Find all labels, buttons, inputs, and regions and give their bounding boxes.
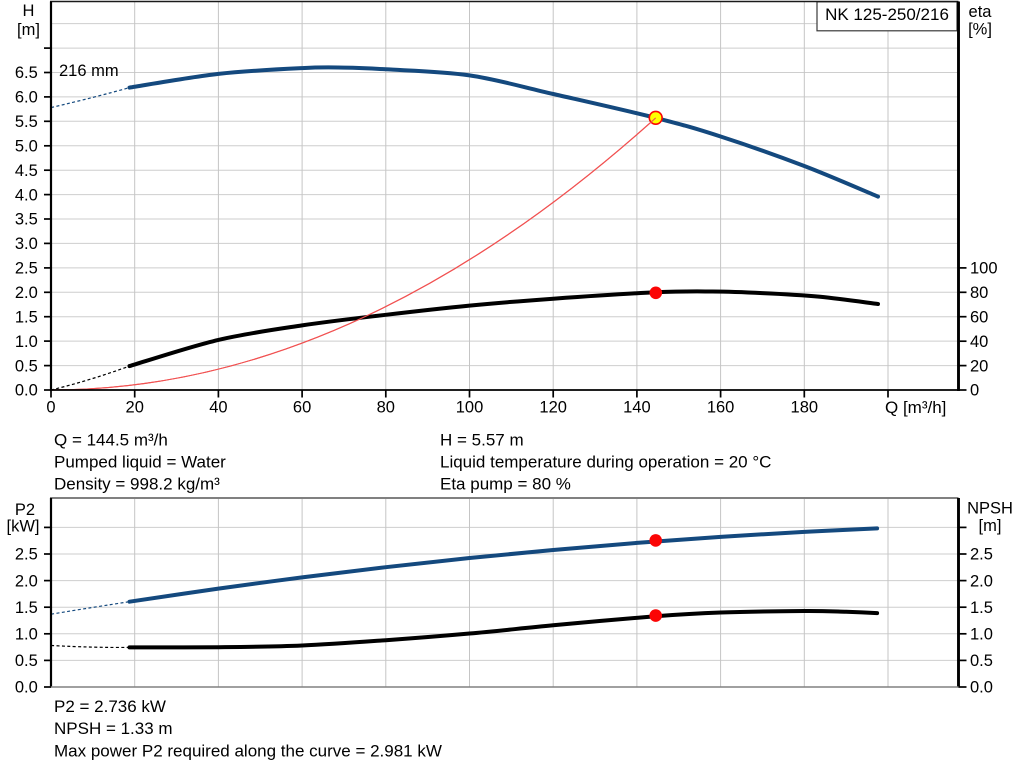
svg-text:2.0: 2.0 bbox=[970, 572, 993, 590]
svg-text:Liquid temperature during oper: Liquid temperature during operation = 20… bbox=[440, 453, 771, 472]
svg-text:6.5: 6.5 bbox=[15, 64, 38, 82]
svg-text:2.5: 2.5 bbox=[970, 546, 993, 564]
svg-text:80: 80 bbox=[970, 284, 988, 302]
svg-text:5.5: 5.5 bbox=[15, 113, 38, 131]
svg-text:120: 120 bbox=[539, 399, 567, 417]
svg-text:0.0: 0.0 bbox=[970, 679, 993, 697]
svg-text:[m]: [m] bbox=[17, 21, 40, 39]
svg-text:NPSH = 1.33 m: NPSH = 1.33 m bbox=[54, 719, 173, 738]
svg-text:60: 60 bbox=[970, 308, 988, 326]
svg-text:5.0: 5.0 bbox=[15, 137, 38, 155]
svg-text:0: 0 bbox=[970, 382, 979, 400]
svg-text:1.5: 1.5 bbox=[15, 599, 38, 617]
svg-text:1.0: 1.0 bbox=[970, 626, 993, 644]
svg-text:NK 125-250/216: NK 125-250/216 bbox=[825, 5, 949, 24]
svg-text:2.0: 2.0 bbox=[15, 572, 38, 590]
svg-text:1.0: 1.0 bbox=[15, 626, 38, 644]
svg-text:0: 0 bbox=[46, 399, 55, 417]
svg-text:Density = 998.2 kg/m³: Density = 998.2 kg/m³ bbox=[54, 475, 220, 494]
svg-text:[%]: [%] bbox=[968, 21, 992, 39]
svg-text:Pumped liquid = Water: Pumped liquid = Water bbox=[54, 453, 226, 472]
svg-text:4.5: 4.5 bbox=[15, 162, 38, 180]
svg-text:0.5: 0.5 bbox=[15, 652, 38, 670]
svg-text:[m]: [m] bbox=[979, 517, 1002, 535]
svg-text:2.5: 2.5 bbox=[15, 260, 38, 278]
svg-text:Eta pump = 80 %: Eta pump = 80 % bbox=[440, 475, 571, 494]
svg-text:60: 60 bbox=[293, 399, 311, 417]
svg-text:eta: eta bbox=[969, 3, 993, 21]
svg-text:6.0: 6.0 bbox=[15, 89, 38, 107]
svg-text:40: 40 bbox=[209, 399, 227, 417]
svg-text:160: 160 bbox=[707, 399, 735, 417]
svg-text:P2: P2 bbox=[15, 501, 35, 519]
svg-text:0.0: 0.0 bbox=[15, 382, 38, 400]
svg-text:2.5: 2.5 bbox=[15, 546, 38, 564]
svg-text:2.0: 2.0 bbox=[15, 284, 38, 302]
svg-text:H: H bbox=[23, 2, 35, 20]
svg-text:Q [m³/h]: Q [m³/h] bbox=[885, 398, 946, 417]
svg-text:[kW]: [kW] bbox=[7, 518, 40, 536]
svg-text:NPSH: NPSH bbox=[967, 500, 1013, 518]
svg-text:4.0: 4.0 bbox=[15, 186, 38, 204]
svg-text:0.5: 0.5 bbox=[970, 652, 993, 670]
svg-text:100: 100 bbox=[970, 260, 998, 278]
svg-text:40: 40 bbox=[970, 333, 988, 351]
svg-text:100: 100 bbox=[456, 399, 484, 417]
svg-text:140: 140 bbox=[623, 399, 651, 417]
svg-text:0.0: 0.0 bbox=[15, 679, 38, 697]
svg-text:180: 180 bbox=[791, 399, 819, 417]
svg-text:0.5: 0.5 bbox=[15, 357, 38, 375]
svg-text:Max power P2 required along th: Max power P2 required along the curve = … bbox=[54, 742, 442, 761]
svg-text:H = 5.57 m: H = 5.57 m bbox=[440, 431, 524, 450]
svg-text:3.5: 3.5 bbox=[15, 211, 38, 229]
svg-text:3.0: 3.0 bbox=[15, 235, 38, 253]
svg-text:20: 20 bbox=[126, 399, 144, 417]
svg-text:1.5: 1.5 bbox=[15, 308, 38, 326]
svg-text:216 mm: 216 mm bbox=[59, 62, 119, 80]
svg-text:P2 = 2.736 kW: P2 = 2.736 kW bbox=[54, 697, 166, 716]
svg-text:Q = 144.5 m³/h: Q = 144.5 m³/h bbox=[54, 431, 168, 450]
svg-text:1.5: 1.5 bbox=[970, 599, 993, 617]
svg-text:80: 80 bbox=[377, 399, 395, 417]
svg-text:20: 20 bbox=[970, 357, 988, 375]
svg-text:1.0: 1.0 bbox=[15, 333, 38, 351]
